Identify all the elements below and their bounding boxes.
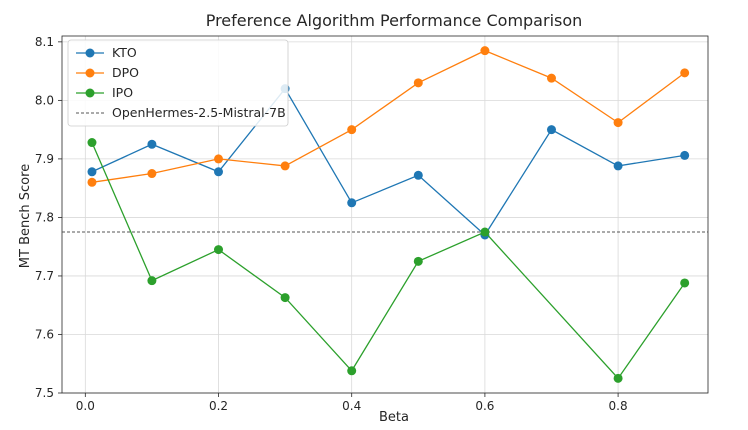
legend: KTO DPO IPO OpenHermes-2.5-Mistral-7B <box>67 39 289 127</box>
kto-point <box>87 167 97 177</box>
kto-point <box>147 139 157 149</box>
dpo-point <box>480 46 490 56</box>
grid <box>62 36 708 394</box>
x-tick-label: 0.2 <box>209 399 228 413</box>
ipo-point <box>680 278 690 288</box>
y-tick-label: 7.6 <box>35 327 54 341</box>
ipo-point <box>214 245 224 255</box>
kto-point <box>214 167 224 177</box>
ipo-point <box>347 366 357 376</box>
y-tick-label: 8.1 <box>35 35 54 49</box>
y-tick-label: 7.7 <box>35 269 54 283</box>
legend-marker-dpo <box>85 68 95 78</box>
dpo-point <box>280 161 290 171</box>
ipo-point <box>87 138 97 148</box>
kto-line <box>91 87 685 236</box>
legend-label-dpo: DPO <box>112 65 139 80</box>
y-tick-label: 7.8 <box>35 210 54 224</box>
dpo-point <box>546 73 556 83</box>
kto-point <box>613 161 623 171</box>
ipo-point <box>613 373 623 383</box>
y-tick-label: 7.9 <box>35 152 54 166</box>
dpo-point <box>347 125 357 135</box>
y-tick-label: 7.5 <box>35 386 54 400</box>
ipo-point <box>480 227 490 237</box>
ipo-point <box>147 276 157 286</box>
dpo-point <box>87 177 97 187</box>
ipo-point <box>280 293 290 303</box>
kto-point <box>413 170 423 180</box>
x-tick-label: 0.8 <box>609 399 628 413</box>
axes: 0.0 0.2 0.4 0.6 0.8 7.5 7.6 7.7 7.8 7.9 8.0 8.1 <box>35 35 709 413</box>
x-tick-label: 0.4 <box>342 399 361 413</box>
chart-title: Preference Algorithm Performance Compari… <box>206 11 583 30</box>
x-tick-label: 0.0 <box>76 399 95 413</box>
legend-label-reference: OpenHermes-2.5-Mistral-7B <box>112 105 286 120</box>
legend-marker-ipo <box>85 88 95 98</box>
dpo-point <box>214 154 224 164</box>
dpo-point <box>413 78 423 88</box>
y-axis-label: MT Bench Score <box>18 164 33 268</box>
legend-marker-kto <box>85 48 95 58</box>
plot-frame <box>61 35 709 394</box>
y-tick-label: 8.0 <box>35 93 54 107</box>
kto-point <box>546 125 556 135</box>
dpo-point <box>613 118 623 128</box>
x-axis-label: Beta <box>379 410 409 425</box>
plot-area <box>62 46 708 383</box>
dpo-line <box>91 49 686 183</box>
kto-point <box>680 150 690 160</box>
legend-label-ipo: IPO <box>112 85 133 100</box>
x-tick-label: 0.6 <box>475 399 494 413</box>
legend-box <box>67 39 289 127</box>
legend-label-kto: KTO <box>112 45 137 60</box>
dpo-point <box>680 68 690 78</box>
kto-point <box>347 198 357 208</box>
ipo-point <box>413 256 423 266</box>
dpo-point <box>147 169 157 179</box>
